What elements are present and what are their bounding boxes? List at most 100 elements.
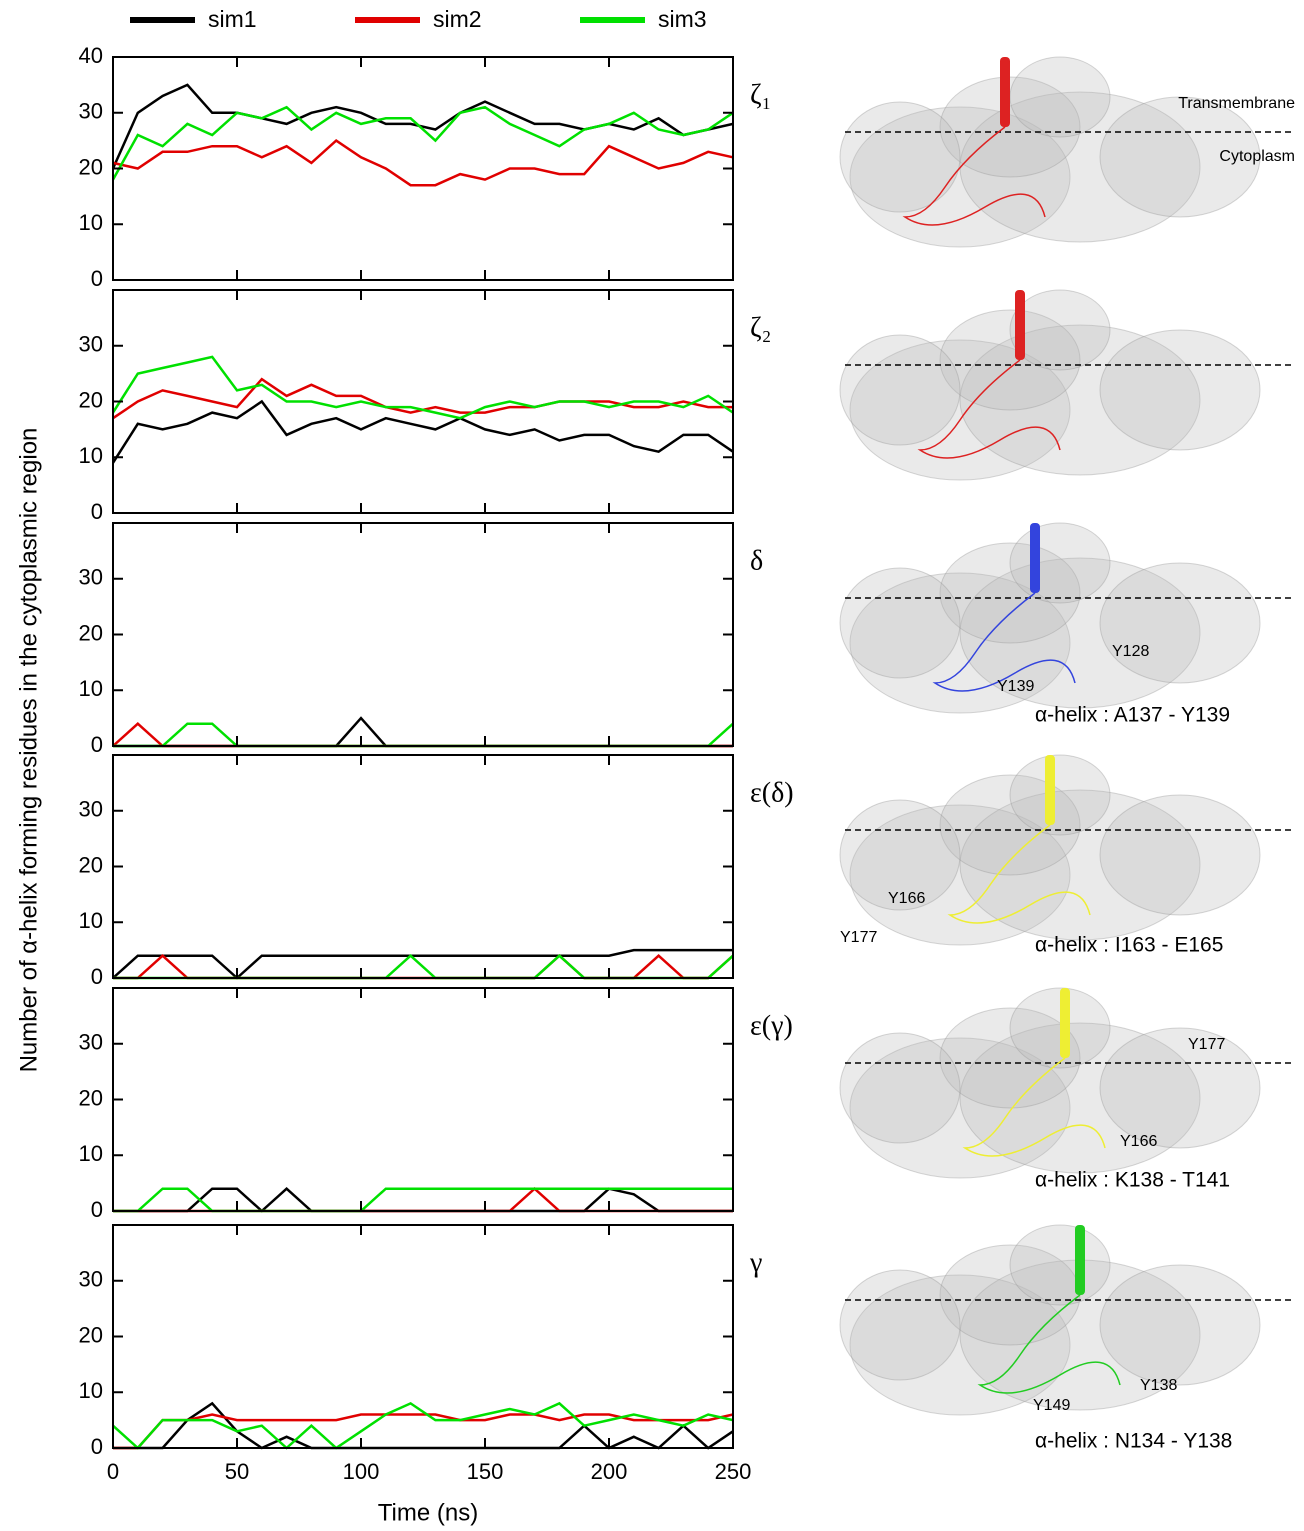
panel: 0 10 20 30 40 ζ₁ Transmembrane Cytoplasm	[79, 43, 1296, 291]
series-line	[111, 105, 734, 181]
panel-label: δ	[750, 545, 763, 576]
series-line	[112, 377, 733, 420]
surface-blob	[1099, 329, 1261, 451]
series-line	[113, 716, 733, 748]
helix-cylinder	[1000, 57, 1010, 127]
y-tick-label: 10	[79, 1141, 103, 1166]
y-tick-label: 20	[79, 1322, 103, 1347]
series-line	[113, 722, 734, 748]
plot-frame	[112, 522, 734, 747]
surface-blob	[939, 309, 1081, 411]
surface-blob	[1099, 562, 1261, 684]
surface-blob	[839, 101, 961, 213]
helix-cylinder	[1015, 290, 1025, 360]
y-tick-label: 20	[79, 154, 103, 179]
y-tick-label: 30	[79, 565, 103, 590]
coil	[947, 824, 1091, 924]
residue-label: Cytoplasm	[1219, 148, 1295, 165]
legend-label: sim1	[208, 6, 257, 32]
y-tick-label: 30	[79, 332, 103, 357]
y-tick-label: 30	[79, 797, 103, 822]
residue-label: Y166	[1120, 1133, 1157, 1150]
panel: 0 10 20 30 ε(γ) Y177 Y166 α-helix : K138 - T141	[79, 987, 1295, 1222]
structure-image: Transmembrane Cytoplasm	[839, 56, 1295, 248]
surface-blob	[1099, 1027, 1261, 1149]
coil	[902, 126, 1046, 226]
series-line	[113, 954, 734, 980]
surface-blob	[1099, 96, 1261, 218]
series-line	[111, 399, 734, 464]
y-tick-label: 30	[79, 1030, 103, 1055]
panel: 0 10 20 30 ε(δ) Y166 Y177 α-helix : I163 - E165	[79, 754, 1295, 989]
surface-blob	[959, 1022, 1201, 1174]
series-line	[112, 139, 734, 187]
helix-cylinder	[1075, 1225, 1085, 1295]
helix-range: α-helix : N134 - Y138	[1035, 1430, 1232, 1453]
residue-label: Y166	[888, 890, 925, 907]
x-tick-label: 50	[225, 1459, 249, 1484]
y-tick-label: 10	[79, 908, 103, 933]
surface-blob	[1009, 1224, 1111, 1306]
surface-blob	[1009, 289, 1111, 371]
panel-label: ζ₁	[750, 79, 771, 110]
helix-cylinder	[1060, 988, 1070, 1058]
plot-frame	[112, 754, 734, 979]
y-tick-label: 20	[79, 387, 103, 412]
surface-blob	[939, 1007, 1081, 1109]
series-line	[112, 1401, 734, 1450]
series-line	[111, 355, 734, 420]
surface-blob	[1009, 754, 1111, 836]
x-tick-label: 200	[591, 1459, 628, 1484]
y-tick-label: 20	[79, 1085, 103, 1110]
y-tick-label: 0	[91, 732, 103, 757]
helix-range: α-helix : A137 - Y139	[1035, 704, 1230, 727]
helix-cylinder	[1030, 523, 1040, 593]
plot-frame	[112, 987, 734, 1212]
y-tick-label: 20	[79, 620, 103, 645]
y-tick-label: 40	[79, 43, 103, 68]
surface-blob	[939, 542, 1081, 644]
helix-cylinder	[1045, 755, 1055, 825]
residue-label: Y149	[1033, 1397, 1070, 1414]
surface-blob	[849, 339, 1071, 481]
surface-blob	[839, 1032, 961, 1144]
surface-blob	[849, 1274, 1071, 1416]
structure-image: Y166 Y177 α-helix : I163 - E165	[839, 754, 1295, 957]
y-tick-label: 10	[79, 676, 103, 701]
surface-blob	[849, 804, 1071, 946]
residue-label: Y139	[997, 678, 1034, 695]
y-tick-label: 10	[79, 1378, 103, 1403]
series-line	[113, 1187, 733, 1213]
legend-label: sim2	[433, 6, 482, 32]
residue-label: Transmembrane	[1178, 95, 1295, 112]
series-line	[111, 83, 734, 170]
structure-image: Y177 Y166 α-helix : K138 - T141	[839, 987, 1295, 1192]
surface-blob	[849, 1037, 1071, 1179]
panel-label: γ	[749, 1247, 762, 1278]
x-tick-label: 100	[343, 1459, 380, 1484]
y-axis-label: Number of α-helix forming residues in th…	[15, 428, 42, 1073]
surface-blob	[1099, 794, 1261, 916]
series-line	[113, 1413, 734, 1450]
coil	[932, 592, 1076, 692]
y-tick-label: 30	[79, 1267, 103, 1292]
y-tick-label: 0	[91, 266, 103, 291]
panel: 0 10 20 30 ζ₂	[79, 289, 1295, 524]
surface-blob	[839, 567, 961, 679]
residue-label: Y128	[1112, 643, 1149, 660]
coil	[977, 1294, 1121, 1394]
helix-range: α-helix : K138 - T141	[1035, 1169, 1230, 1192]
x-axis-label: Time (ns)	[378, 1499, 478, 1526]
y-tick-label: 0	[91, 1197, 103, 1222]
surface-blob	[959, 324, 1201, 476]
plot-frame	[112, 56, 734, 281]
residue-label: Y177	[1188, 1036, 1225, 1053]
x-tick-label: 0	[107, 1459, 119, 1484]
structure-image	[839, 289, 1295, 481]
series-line	[112, 722, 733, 748]
structure-image: Y138 Y149 α-helix : N134 - Y138	[839, 1224, 1295, 1453]
panel: 0 10 20 30 0 50 100 150 200 250 γ Y138 Y149 α-helix :…	[79, 1224, 1295, 1484]
y-tick-label: 30	[79, 99, 103, 124]
panel-label: ε(γ)	[750, 1010, 793, 1041]
